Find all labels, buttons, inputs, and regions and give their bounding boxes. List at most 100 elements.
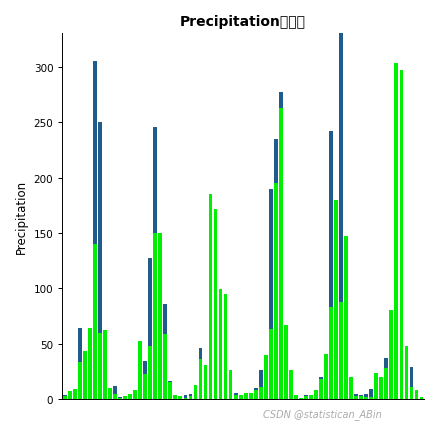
- Bar: [304, 396, 307, 399]
- Bar: [193, 392, 197, 399]
- Bar: [409, 367, 413, 399]
- Bar: [78, 362, 81, 399]
- Bar: [88, 334, 92, 399]
- Bar: [263, 355, 267, 399]
- Bar: [378, 384, 382, 399]
- Bar: [318, 379, 322, 399]
- Bar: [178, 396, 182, 399]
- Bar: [113, 395, 117, 399]
- Bar: [133, 392, 137, 399]
- Bar: [328, 132, 332, 399]
- Bar: [258, 370, 262, 399]
- Bar: [368, 389, 372, 399]
- Bar: [364, 394, 367, 399]
- Bar: [399, 297, 403, 399]
- Bar: [389, 365, 392, 399]
- Bar: [403, 346, 407, 399]
- Bar: [359, 396, 362, 399]
- Bar: [83, 351, 87, 399]
- Bar: [88, 328, 92, 399]
- Bar: [228, 370, 232, 399]
- Bar: [173, 397, 177, 399]
- Bar: [63, 396, 67, 399]
- Bar: [353, 394, 357, 399]
- Bar: [128, 395, 132, 399]
- Bar: [243, 396, 247, 399]
- Bar: [378, 378, 382, 399]
- Bar: [93, 244, 97, 399]
- Bar: [394, 141, 397, 399]
- Bar: [268, 329, 272, 399]
- Bar: [213, 209, 217, 399]
- Bar: [138, 342, 142, 399]
- Bar: [138, 380, 142, 399]
- Bar: [148, 346, 152, 399]
- Bar: [183, 398, 187, 399]
- Bar: [288, 370, 292, 399]
- Bar: [198, 348, 202, 399]
- Bar: [308, 396, 312, 399]
- Bar: [314, 390, 317, 399]
- Bar: [83, 370, 87, 399]
- Bar: [304, 396, 307, 399]
- Bar: [349, 377, 352, 399]
- Bar: [328, 307, 332, 399]
- Bar: [368, 397, 372, 399]
- Bar: [258, 387, 262, 399]
- Bar: [223, 300, 227, 399]
- Bar: [163, 305, 167, 399]
- Bar: [158, 233, 162, 399]
- Bar: [399, 71, 403, 399]
- Bar: [208, 195, 212, 399]
- Bar: [268, 190, 272, 399]
- Bar: [218, 308, 222, 399]
- Y-axis label: Precipitation: Precipitation: [15, 180, 28, 254]
- Bar: [288, 378, 292, 399]
- Bar: [118, 398, 122, 399]
- Bar: [318, 377, 322, 399]
- Bar: [359, 395, 362, 399]
- Bar: [98, 123, 102, 399]
- Bar: [103, 366, 107, 399]
- Bar: [168, 381, 172, 399]
- Bar: [273, 139, 277, 399]
- Bar: [253, 390, 257, 399]
- Bar: [73, 389, 77, 399]
- Bar: [93, 62, 97, 399]
- Bar: [403, 361, 407, 399]
- Bar: [384, 368, 387, 399]
- Bar: [409, 387, 413, 399]
- Title: Precipitation降水量: Precipitation降水量: [180, 15, 305, 29]
- Bar: [153, 233, 157, 399]
- Bar: [188, 394, 192, 399]
- Bar: [238, 396, 242, 399]
- Bar: [168, 382, 172, 399]
- Bar: [73, 390, 77, 399]
- Bar: [323, 364, 327, 399]
- Bar: [394, 64, 397, 399]
- Bar: [143, 361, 147, 399]
- Bar: [293, 395, 297, 399]
- Bar: [183, 396, 187, 399]
- Bar: [78, 328, 81, 399]
- Bar: [293, 396, 297, 399]
- Bar: [143, 374, 147, 399]
- Bar: [133, 390, 137, 399]
- Bar: [314, 395, 317, 399]
- Bar: [113, 386, 117, 399]
- Bar: [158, 320, 162, 399]
- Bar: [68, 393, 71, 399]
- Bar: [63, 395, 67, 399]
- Bar: [153, 127, 157, 399]
- Bar: [178, 398, 182, 399]
- Bar: [243, 393, 247, 399]
- Bar: [128, 397, 132, 399]
- Bar: [193, 385, 197, 399]
- Bar: [188, 396, 192, 399]
- Bar: [374, 373, 377, 399]
- Bar: [98, 333, 102, 399]
- Bar: [248, 393, 252, 399]
- Bar: [108, 388, 112, 399]
- Bar: [253, 388, 257, 399]
- Bar: [68, 391, 71, 399]
